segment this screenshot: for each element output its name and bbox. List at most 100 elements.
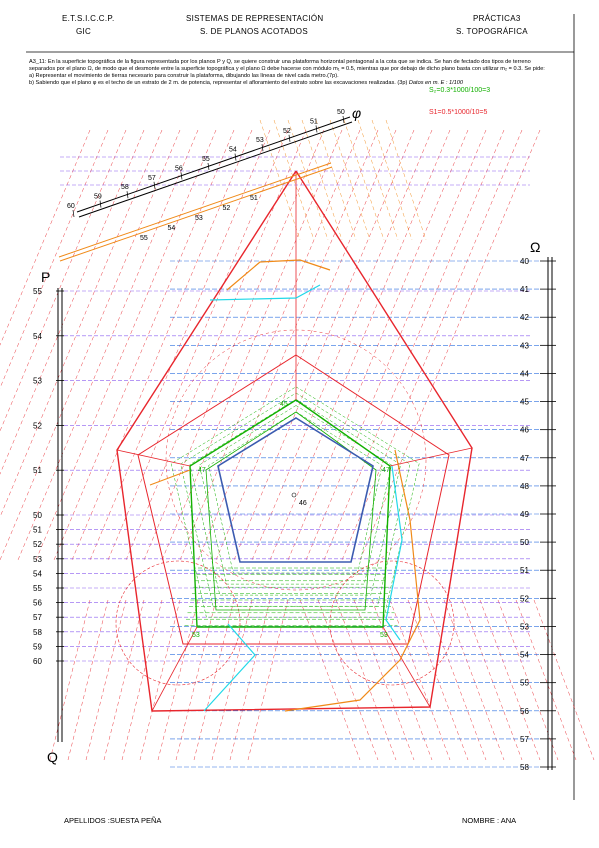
p-scale-label: 53 — [33, 377, 42, 386]
phi-tick — [180, 172, 183, 180]
phi-tick — [342, 115, 345, 124]
vertex-label-top: 45 — [280, 401, 288, 408]
phi-tick-label: 55 — [202, 156, 210, 163]
hatch-line — [35, 129, 217, 561]
hatch-line — [179, 129, 361, 561]
hatch-line — [247, 599, 289, 761]
edge-line-left — [116, 449, 191, 467]
hatch-line — [305, 129, 487, 561]
hatch-line — [0, 129, 163, 518]
hatch-line — [175, 599, 217, 761]
phi-bottom-label: 51 — [250, 195, 258, 202]
hatch-line — [215, 129, 397, 561]
p-scale-label: 60 — [33, 657, 42, 666]
hatch-line — [67, 599, 109, 761]
problem-statement: A3_11: En la superficie topográfica de l… — [29, 59, 551, 87]
dashed-arc-left — [115, 560, 241, 686]
drawing-sheet: E.T.S.I.C.C.P. GIC SISTEMAS DE REPRESENT… — [26, 14, 574, 834]
phi-tick — [315, 125, 318, 133]
platform-pentagon — [217, 417, 374, 563]
hatch-line — [317, 599, 379, 761]
omega-scale-label: 47 — [520, 454, 529, 463]
hatch-line — [341, 129, 523, 561]
center-label: 46 — [299, 500, 307, 507]
phi-tick — [99, 200, 102, 208]
phi-tick — [72, 209, 75, 218]
omega-contour-lines — [170, 260, 540, 768]
stratum-hatch-line — [301, 119, 343, 241]
excavation-contour-ring — [217, 417, 374, 563]
p-scale-label: 57 — [33, 613, 42, 622]
hatch-line — [299, 599, 361, 761]
phi-tick-label: 60 — [67, 203, 75, 210]
outcrop-line-top — [209, 284, 321, 301]
excavation-contour-ring — [180, 392, 411, 607]
omega-scale-label: 42 — [520, 313, 529, 322]
omega-scale-label: 51 — [520, 566, 529, 575]
phi-bottom-label: 55 — [140, 235, 148, 242]
omega-scale: Ω 40 41 42 43 44 45 46 47 48 49 50 51 52 53 54 55 56 57 58 — [520, 239, 556, 772]
hatch-line — [233, 129, 415, 561]
stratum-hatch-line — [329, 119, 371, 241]
phi-bottom-label: 54 — [168, 225, 176, 232]
vertex-label-right: 47 — [382, 467, 390, 474]
p-scale-label: 58 — [33, 628, 42, 637]
p-scale-label: 53 — [33, 555, 42, 564]
hatch-line — [53, 129, 235, 561]
omega-scale-label: 46 — [520, 426, 529, 435]
omega-scale-label: 53 — [520, 622, 529, 631]
phi-tick-label: 50 — [337, 109, 345, 116]
phi-tick — [126, 191, 129, 199]
phi-tick-label: 54 — [229, 147, 237, 154]
center-point — [291, 492, 297, 498]
green-pentagon-outer — [189, 399, 391, 628]
omega-scale-label: 58 — [520, 763, 529, 772]
practice-subtitle: S. TOPOGRÁFICA — [456, 27, 528, 36]
phi-tick — [153, 181, 156, 189]
hatch-line — [0, 129, 127, 432]
phi-bottom-label: 52 — [223, 205, 231, 212]
practice-title: PRÁCTICA3 — [473, 14, 521, 23]
phi-label: φ — [352, 105, 361, 121]
hatch-line — [103, 599, 145, 761]
phi-tick-label: 58 — [121, 184, 129, 191]
omega-scale-label: 52 — [520, 594, 529, 603]
p-scale-label: 52 — [33, 421, 42, 430]
hatch-line — [197, 129, 379, 561]
p-scale-label: 55 — [33, 584, 42, 593]
statement-item-b-text: b) Sabiendo que el plano φ es el techo d… — [29, 80, 408, 86]
omega-scale-label: 45 — [520, 398, 529, 407]
hatch-line — [229, 599, 271, 761]
hatch-line — [107, 129, 289, 561]
hatch-line — [353, 599, 415, 761]
stratum-hatch-line — [315, 119, 357, 241]
formula-s2: S₂=0.3*1000/100=3 — [429, 87, 490, 94]
p-scale-label: 51 — [33, 466, 42, 475]
omega-scale-label: 50 — [520, 538, 529, 547]
slope-hatching — [0, 119, 595, 761]
stratum-hatch-line — [287, 119, 329, 241]
school-name: E.T.S.I.C.C.P. — [62, 14, 115, 23]
hatch-line — [49, 599, 91, 761]
omega-scale-label: 55 — [520, 679, 529, 688]
plane-omega-label: Ω — [530, 239, 540, 255]
hatch-line — [143, 129, 325, 561]
phi-tick-label: 53 — [256, 137, 264, 144]
hatch-line — [371, 599, 433, 761]
formula-s1: S1=0.5*1000/10=5 — [429, 109, 487, 116]
hatch-line — [139, 599, 181, 761]
statement-item-b: b) Sabiendo que el plano φ es el techo d… — [29, 80, 551, 87]
hatch-line — [359, 129, 541, 561]
omega-scale-label: 57 — [520, 735, 529, 744]
hatch-line — [389, 599, 451, 761]
data-note: Datos en m. E : 1/100 — [408, 80, 463, 86]
omega-scale-label: 40 — [520, 257, 529, 266]
phi-tick-label: 52 — [283, 128, 291, 135]
hatch-line — [85, 599, 127, 761]
hatch-line — [461, 599, 523, 761]
hatch-line — [161, 129, 343, 561]
phi-tick-label: 56 — [175, 165, 183, 172]
stratum-hatch-line — [343, 119, 385, 241]
hatch-line — [287, 129, 469, 561]
